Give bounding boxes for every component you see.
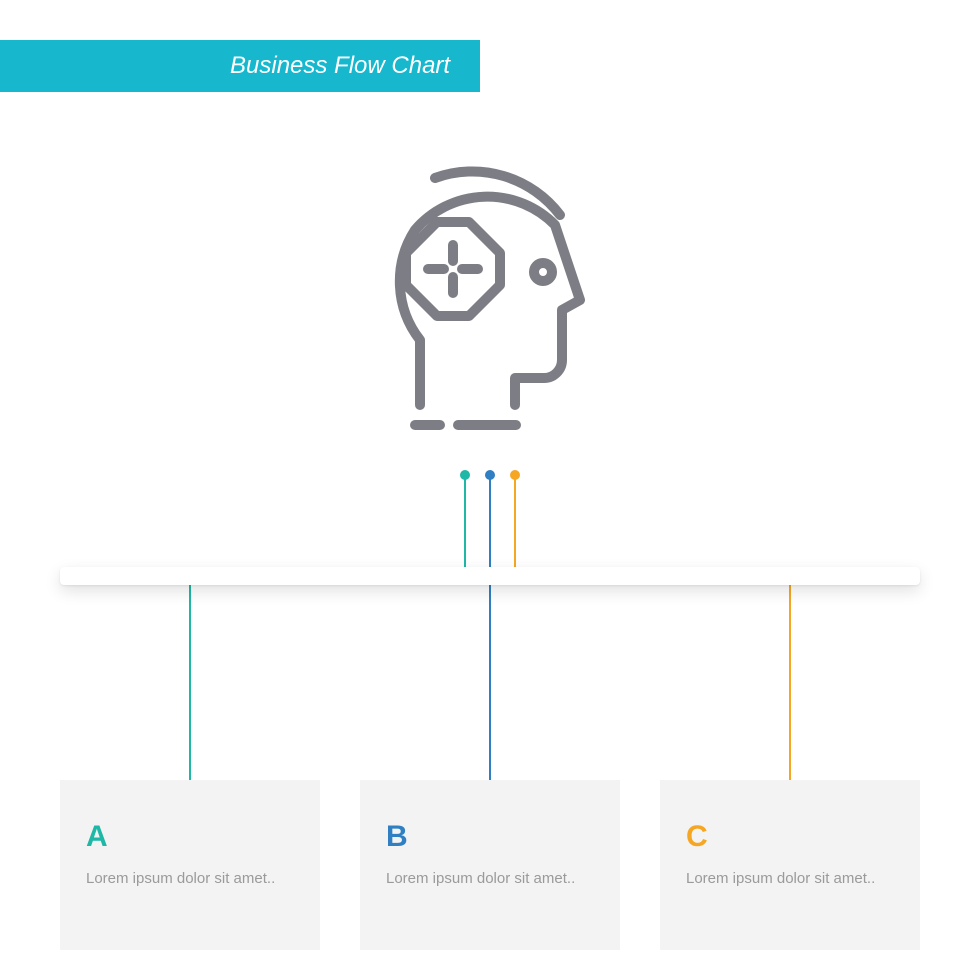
card-text-b: Lorem ipsum dolor sit amet..: [386, 868, 594, 891]
connector-line-a1: [464, 475, 466, 567]
card-letter-c: C: [686, 820, 894, 854]
card-c: C Lorem ipsum dolor sit amet..: [660, 780, 920, 950]
head-chip-icon: [340, 150, 640, 450]
connector-line-c3: [789, 567, 791, 780]
card-a: A Lorem ipsum dolor sit amet..: [60, 780, 320, 950]
card-b: B Lorem ipsum dolor sit amet..: [360, 780, 620, 950]
card-row: A Lorem ipsum dolor sit amet.. B Lorem i…: [60, 780, 920, 950]
connector-line-c1: [514, 475, 516, 567]
header-accent: [0, 40, 200, 92]
card-text-a: Lorem ipsum dolor sit amet..: [86, 868, 294, 891]
card-text-c: Lorem ipsum dolor sit amet..: [686, 868, 894, 891]
card-letter-b: B: [386, 820, 594, 854]
divider-shadow-bar: [60, 567, 920, 585]
page-title: Business Flow Chart: [200, 40, 480, 92]
header-bar: Business Flow Chart: [0, 40, 480, 92]
connector-line-b3: [489, 567, 491, 780]
connector-line-a3: [189, 567, 191, 780]
connector-line-b1: [489, 475, 491, 567]
connector-stage: [0, 450, 980, 790]
card-letter-a: A: [86, 820, 294, 854]
